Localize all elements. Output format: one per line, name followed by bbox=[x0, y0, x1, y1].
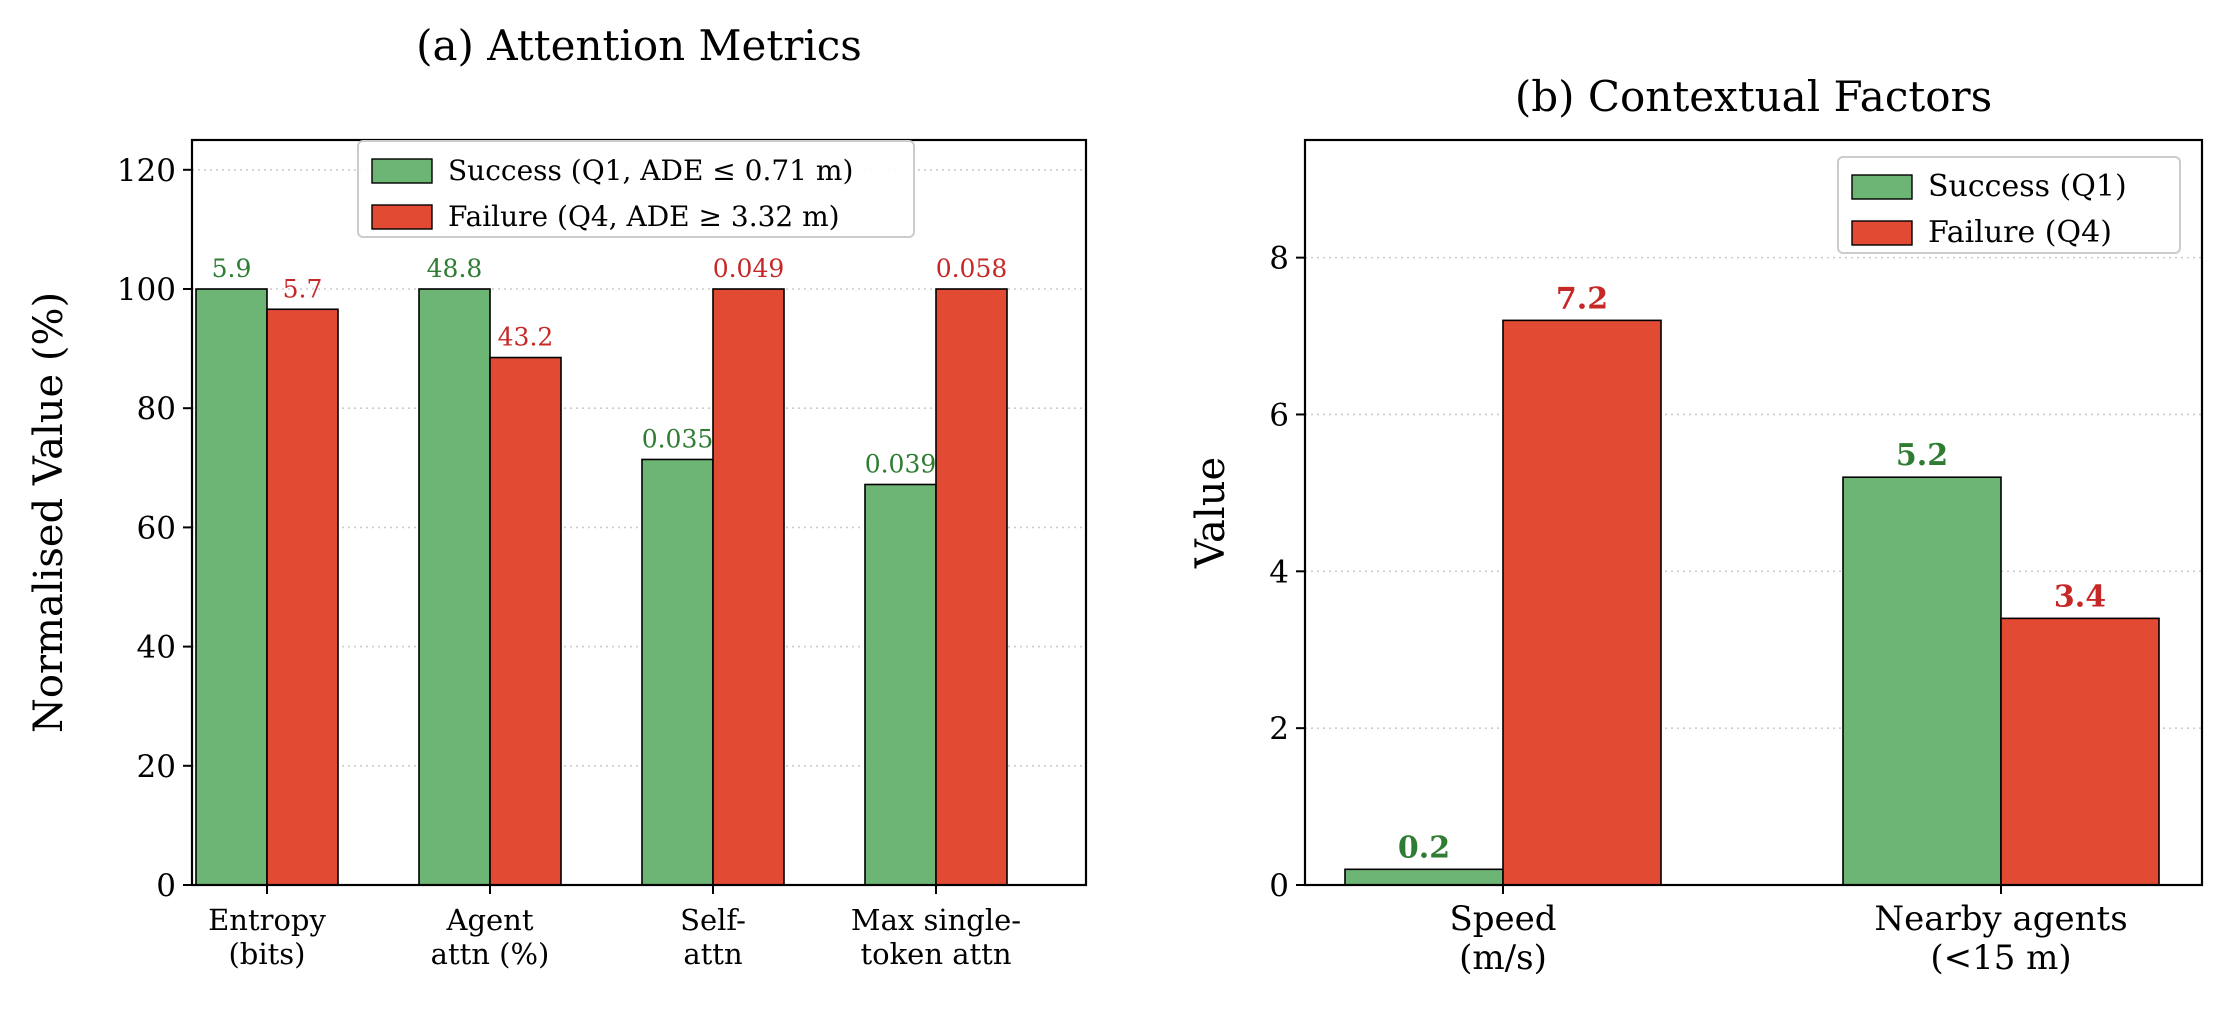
x-tick-label: Nearby agents bbox=[1874, 899, 2127, 939]
y-tick-label: 6 bbox=[1269, 397, 1289, 433]
y-tick-label: 60 bbox=[137, 510, 176, 546]
bar-success bbox=[864, 483, 937, 886]
legend-box bbox=[357, 140, 915, 238]
legend-label-failure: Failure (Q4, ADE ≥ 3.32 m) bbox=[448, 200, 840, 233]
x-tick-label: Entropy bbox=[208, 903, 326, 937]
x-tick-label: attn (%) bbox=[431, 937, 550, 971]
y-tick-label: 40 bbox=[137, 630, 176, 666]
legend-swatch-success bbox=[1851, 174, 1913, 200]
legend-swatch-failure bbox=[371, 204, 433, 230]
data-label-success: 5.2 bbox=[1896, 438, 1948, 473]
bar-success bbox=[1842, 476, 2002, 886]
y-axis-label: Normalised Value (%) bbox=[26, 292, 72, 733]
y-tick-label: 100 bbox=[117, 272, 176, 308]
y-tick-label: 8 bbox=[1269, 241, 1289, 277]
y-tick-label: 0 bbox=[1269, 868, 1289, 904]
data-label-success: 0.2 bbox=[1398, 830, 1450, 865]
data-label-failure: 43.2 bbox=[498, 323, 554, 352]
bar-failure bbox=[935, 288, 1008, 886]
bar-failure bbox=[489, 356, 562, 886]
x-tick-label: attn bbox=[683, 937, 742, 971]
data-label-failure: 7.2 bbox=[1556, 281, 1608, 316]
y-tick-label: 0 bbox=[156, 868, 176, 904]
data-label-failure: 0.049 bbox=[713, 254, 785, 283]
axes-frame bbox=[1303, 138, 2204, 887]
legend: Success (Q1, ADE ≤ 0.71 m) Failure (Q4, A… bbox=[357, 140, 915, 238]
bar-failure bbox=[2000, 617, 2160, 886]
x-tick-label: Max single- bbox=[851, 903, 1021, 937]
y-tick-label: 2 bbox=[1269, 711, 1289, 747]
bar-success bbox=[641, 458, 714, 886]
legend-label-failure: Failure (Q4) bbox=[1928, 215, 2112, 250]
x-tick-label: (m/s) bbox=[1459, 938, 1547, 978]
bar-failure bbox=[1502, 319, 1662, 886]
data-label-success: 0.035 bbox=[642, 424, 714, 453]
bar-success bbox=[418, 288, 491, 886]
x-tick-label: (bits) bbox=[228, 937, 305, 971]
legend-label-success: Success (Q1) bbox=[1928, 169, 2127, 204]
data-label-success: 48.8 bbox=[427, 254, 483, 283]
y-tick-label: 4 bbox=[1269, 554, 1289, 590]
y-tick-label: 80 bbox=[137, 391, 176, 427]
bar-success bbox=[1344, 868, 1504, 886]
data-label-success: 0.039 bbox=[865, 449, 937, 478]
data-label-failure: 0.058 bbox=[936, 254, 1008, 283]
y-tick-label: 120 bbox=[117, 153, 176, 189]
data-label-failure: 3.4 bbox=[2054, 579, 2106, 614]
legend-swatch-failure bbox=[1851, 220, 1913, 246]
y-axis-label: Value bbox=[1188, 457, 1234, 569]
bar-failure bbox=[266, 308, 339, 886]
x-tick-label: Self- bbox=[680, 903, 746, 937]
bar-failure bbox=[712, 288, 785, 886]
panel-attention-metrics: 5.9 48.8 0.035 0.039 5.7 43.2 0.049 0.058 0 20 40 6… bbox=[26, 21, 1088, 971]
legend-swatch-success bbox=[371, 158, 433, 184]
legend: Success (Q1) Failure (Q4) bbox=[1837, 156, 2181, 254]
legend-label-success: Success (Q1, ADE ≤ 0.71 m) bbox=[448, 154, 853, 187]
bar-success bbox=[195, 288, 268, 886]
y-tick-label: 20 bbox=[137, 749, 176, 785]
chart-title: (b) Contextual Factors bbox=[1515, 72, 1992, 121]
x-tick-label: token attn bbox=[860, 937, 1011, 971]
chart-title: (a) Attention Metrics bbox=[416, 21, 862, 70]
panel-contextual-factors: 0.2 5.2 7.2 3.4 0 2 4 6 8 Speed(m/s) Nearby agents… bbox=[1188, 72, 2204, 978]
legend-box bbox=[1837, 156, 2181, 254]
x-tick-label: Agent bbox=[446, 903, 534, 937]
data-label-failure: 5.7 bbox=[283, 274, 323, 303]
x-tick-label: Speed bbox=[1449, 899, 1556, 939]
x-tick-label: (<15 m) bbox=[1930, 938, 2071, 978]
data-label-success: 5.9 bbox=[212, 254, 252, 283]
